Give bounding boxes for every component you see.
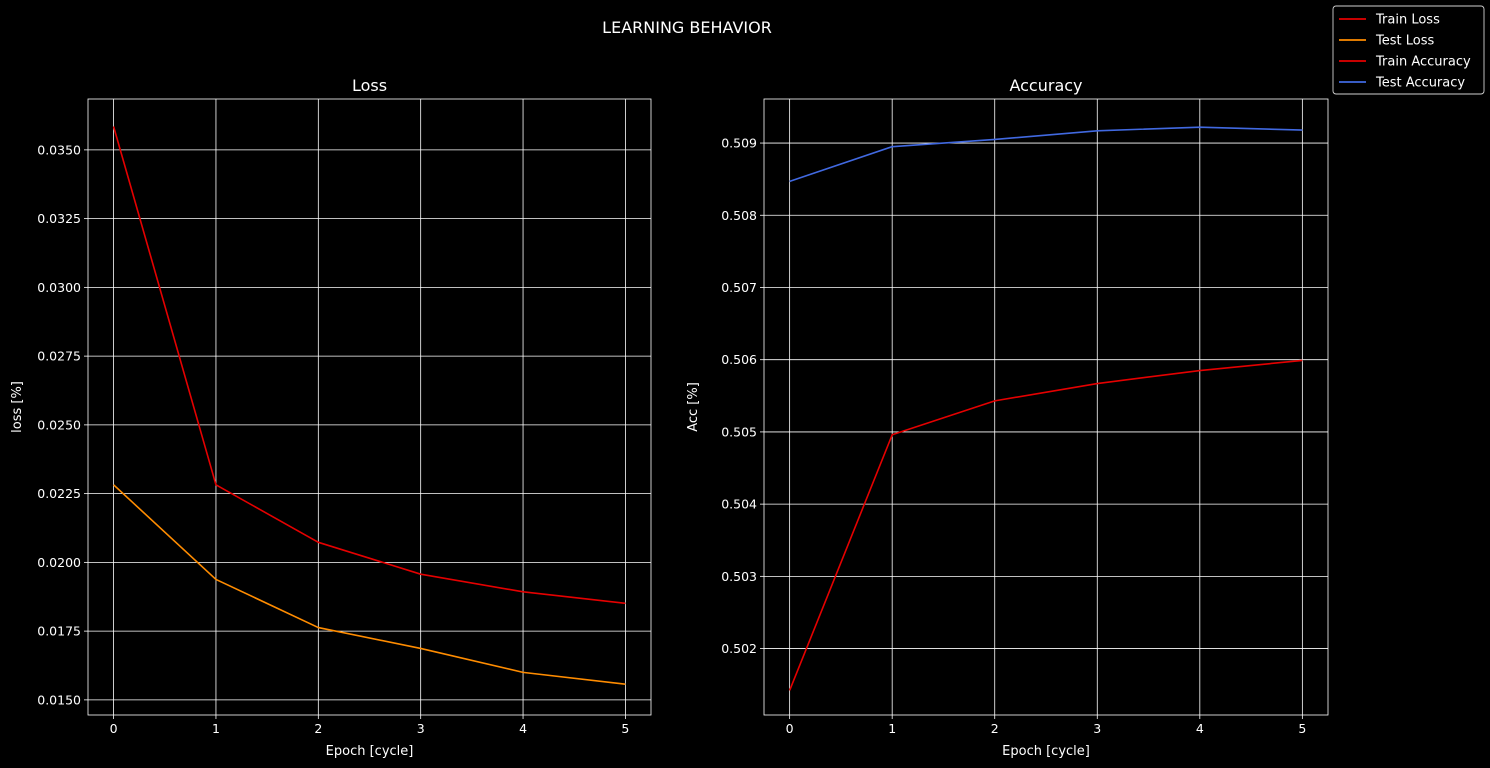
legend-label-test-accuracy: Test Accuracy <box>1375 76 1465 91</box>
loss-ytick-label: 0.0150 <box>37 692 81 707</box>
loss-xlabel: Epoch [cycle] <box>326 744 414 759</box>
loss-title: Loss <box>352 76 387 95</box>
loss-subplot: 0 1 2 3 4 5 0.0150 0.0175 0.0200 0.0225 0.0250 0.02… <box>10 76 652 759</box>
loss-ylabel: loss [%] <box>10 381 25 433</box>
accuracy-ytick-label: 0.502 <box>721 641 757 656</box>
accuracy-title: Accuracy <box>1009 76 1082 95</box>
loss-xtick-label: 1 <box>212 721 220 736</box>
legend-frame <box>1332 5 1485 95</box>
accuracy-series-train-accuracy <box>788 359 1303 691</box>
loss-xtick-label: 4 <box>519 721 527 736</box>
loss-ytick-label: 0.0200 <box>37 555 81 570</box>
accuracy-ytick-label: 0.505 <box>721 424 757 439</box>
accuracy-xtick-label: 2 <box>991 721 999 736</box>
accuracy-ytick-label: 0.509 <box>721 136 757 151</box>
loss-ytick-label: 0.0175 <box>37 624 81 639</box>
accuracy-series-test-accuracy <box>789 126 1303 183</box>
legend-label-train-loss: Train Loss <box>1375 13 1440 28</box>
accuracy-subplot: 0 1 2 3 4 5 0.502 0.503 0.504 0.505 0.506 0.507 0.50… <box>686 76 1329 759</box>
accuracy-ytick-label: 0.506 <box>721 352 757 367</box>
accuracy-ytick-label: 0.508 <box>721 208 757 223</box>
loss-xtick-label: 3 <box>417 721 425 736</box>
accuracy-xtick-label: 3 <box>1093 721 1101 736</box>
figure-legend: Train Loss Test Loss Train Accuracy Test Ac… <box>1332 5 1485 95</box>
accuracy-xlabel: Epoch [cycle] <box>1002 744 1090 759</box>
loss-axes-frame <box>87 98 652 716</box>
accuracy-ytick-label: 0.503 <box>721 569 757 584</box>
loss-series-test-loss <box>113 484 626 685</box>
accuracy-ylabel: Acc [%] <box>686 382 701 432</box>
loss-ytick-label: 0.0250 <box>37 417 81 432</box>
accuracy-xtick-label: 4 <box>1196 721 1204 736</box>
loss-ytick-label: 0.0225 <box>37 486 81 501</box>
loss-xtick-label: 5 <box>621 721 629 736</box>
accuracy-ytick-label: 0.507 <box>721 280 757 295</box>
loss-ytick-label: 0.0350 <box>37 142 81 157</box>
loss-ytick-label: 0.0325 <box>37 211 81 226</box>
accuracy-xtick-label: 1 <box>888 721 896 736</box>
accuracy-ytick-label: 0.504 <box>721 497 757 512</box>
loss-ytick-label: 0.0275 <box>37 349 81 364</box>
loss-xtick-label: 0 <box>110 721 118 736</box>
figure-suptitle: LEARNING BEHAVIOR <box>602 18 772 37</box>
loss-series-train-loss <box>112 126 626 605</box>
accuracy-axes-frame <box>763 98 1329 716</box>
loss-ytick-label: 0.0300 <box>37 280 81 295</box>
legend-label-train-accuracy: Train Accuracy <box>1375 55 1471 70</box>
accuracy-xtick-label: 5 <box>1298 721 1306 736</box>
loss-xtick-label: 2 <box>314 721 322 736</box>
accuracy-xtick-label: 0 <box>786 721 794 736</box>
legend-label-test-loss: Test Loss <box>1375 34 1434 49</box>
